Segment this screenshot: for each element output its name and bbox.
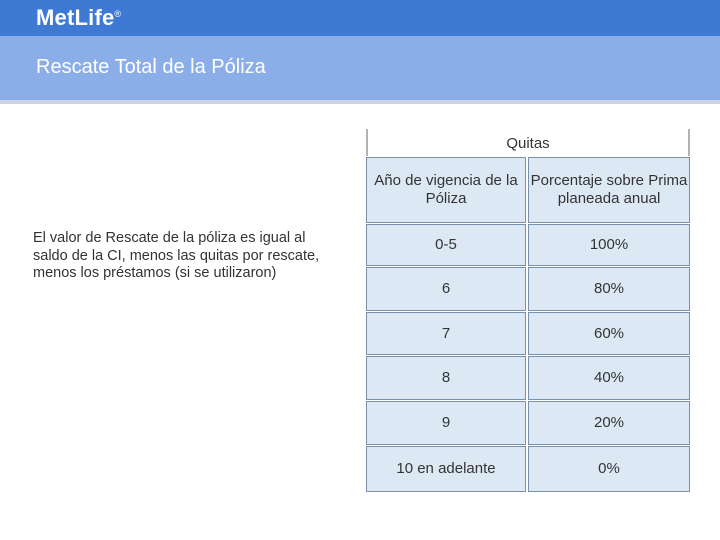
cell-text: 6 xyxy=(441,280,451,297)
logo-text: MetLife xyxy=(36,5,115,30)
page-title: Rescate Total de la Póliza xyxy=(36,56,266,78)
cell-text: 10 en adelante xyxy=(396,460,496,477)
explanation-text: El valor de Rescate de la póliza es igua… xyxy=(33,230,320,281)
logo-registered-mark: ® xyxy=(114,9,122,19)
table-cell-percent: 100% xyxy=(528,224,690,266)
table-cell-percent: 40% xyxy=(528,356,690,400)
top-bar: MetLife® xyxy=(0,0,720,36)
cell-text: 60% xyxy=(593,324,625,342)
cell-text: 80% xyxy=(593,280,625,297)
table-cell-year: 8 xyxy=(366,356,526,400)
quitas-group-header: Quitas xyxy=(366,129,690,156)
metlife-logo: MetLife® xyxy=(36,5,121,31)
table-cell-percent: 80% xyxy=(528,267,690,311)
col-header-year-label: Año de vigencia de la Póliza xyxy=(374,172,518,207)
table-cell-year: 0-5 xyxy=(366,224,526,266)
quitas-table: Quitas Año de vigencia de la Póliza Porc… xyxy=(366,129,690,492)
cell-text: 20% xyxy=(593,414,625,431)
table-cell-percent: 60% xyxy=(528,312,690,355)
col-header-year: Año de vigencia de la Póliza xyxy=(366,157,526,223)
cell-text: 0-5 xyxy=(435,236,457,253)
cell-text: 40% xyxy=(593,369,625,386)
cell-text: 8 xyxy=(441,369,451,386)
table-cell-year: 9 xyxy=(366,401,526,445)
table-cell-percent: 20% xyxy=(528,401,690,445)
col-header-percent: Porcentaje sobre Prima planeada anual xyxy=(528,157,690,223)
cell-text: 9 xyxy=(441,414,451,431)
cell-text: 100% xyxy=(589,236,629,253)
header-divider xyxy=(0,100,720,104)
cell-text: 0% xyxy=(598,460,620,477)
table-cell-percent: 0% xyxy=(528,446,690,492)
title-bar xyxy=(0,36,720,100)
table-cell-year: 10 en adelante xyxy=(366,446,526,492)
table-cell-year: 7 xyxy=(366,312,526,355)
cell-text: 7 xyxy=(441,324,451,342)
table-cell-year: 6 xyxy=(366,267,526,311)
col-header-percent-label: Porcentaje sobre Prima planeada anual xyxy=(530,172,688,207)
